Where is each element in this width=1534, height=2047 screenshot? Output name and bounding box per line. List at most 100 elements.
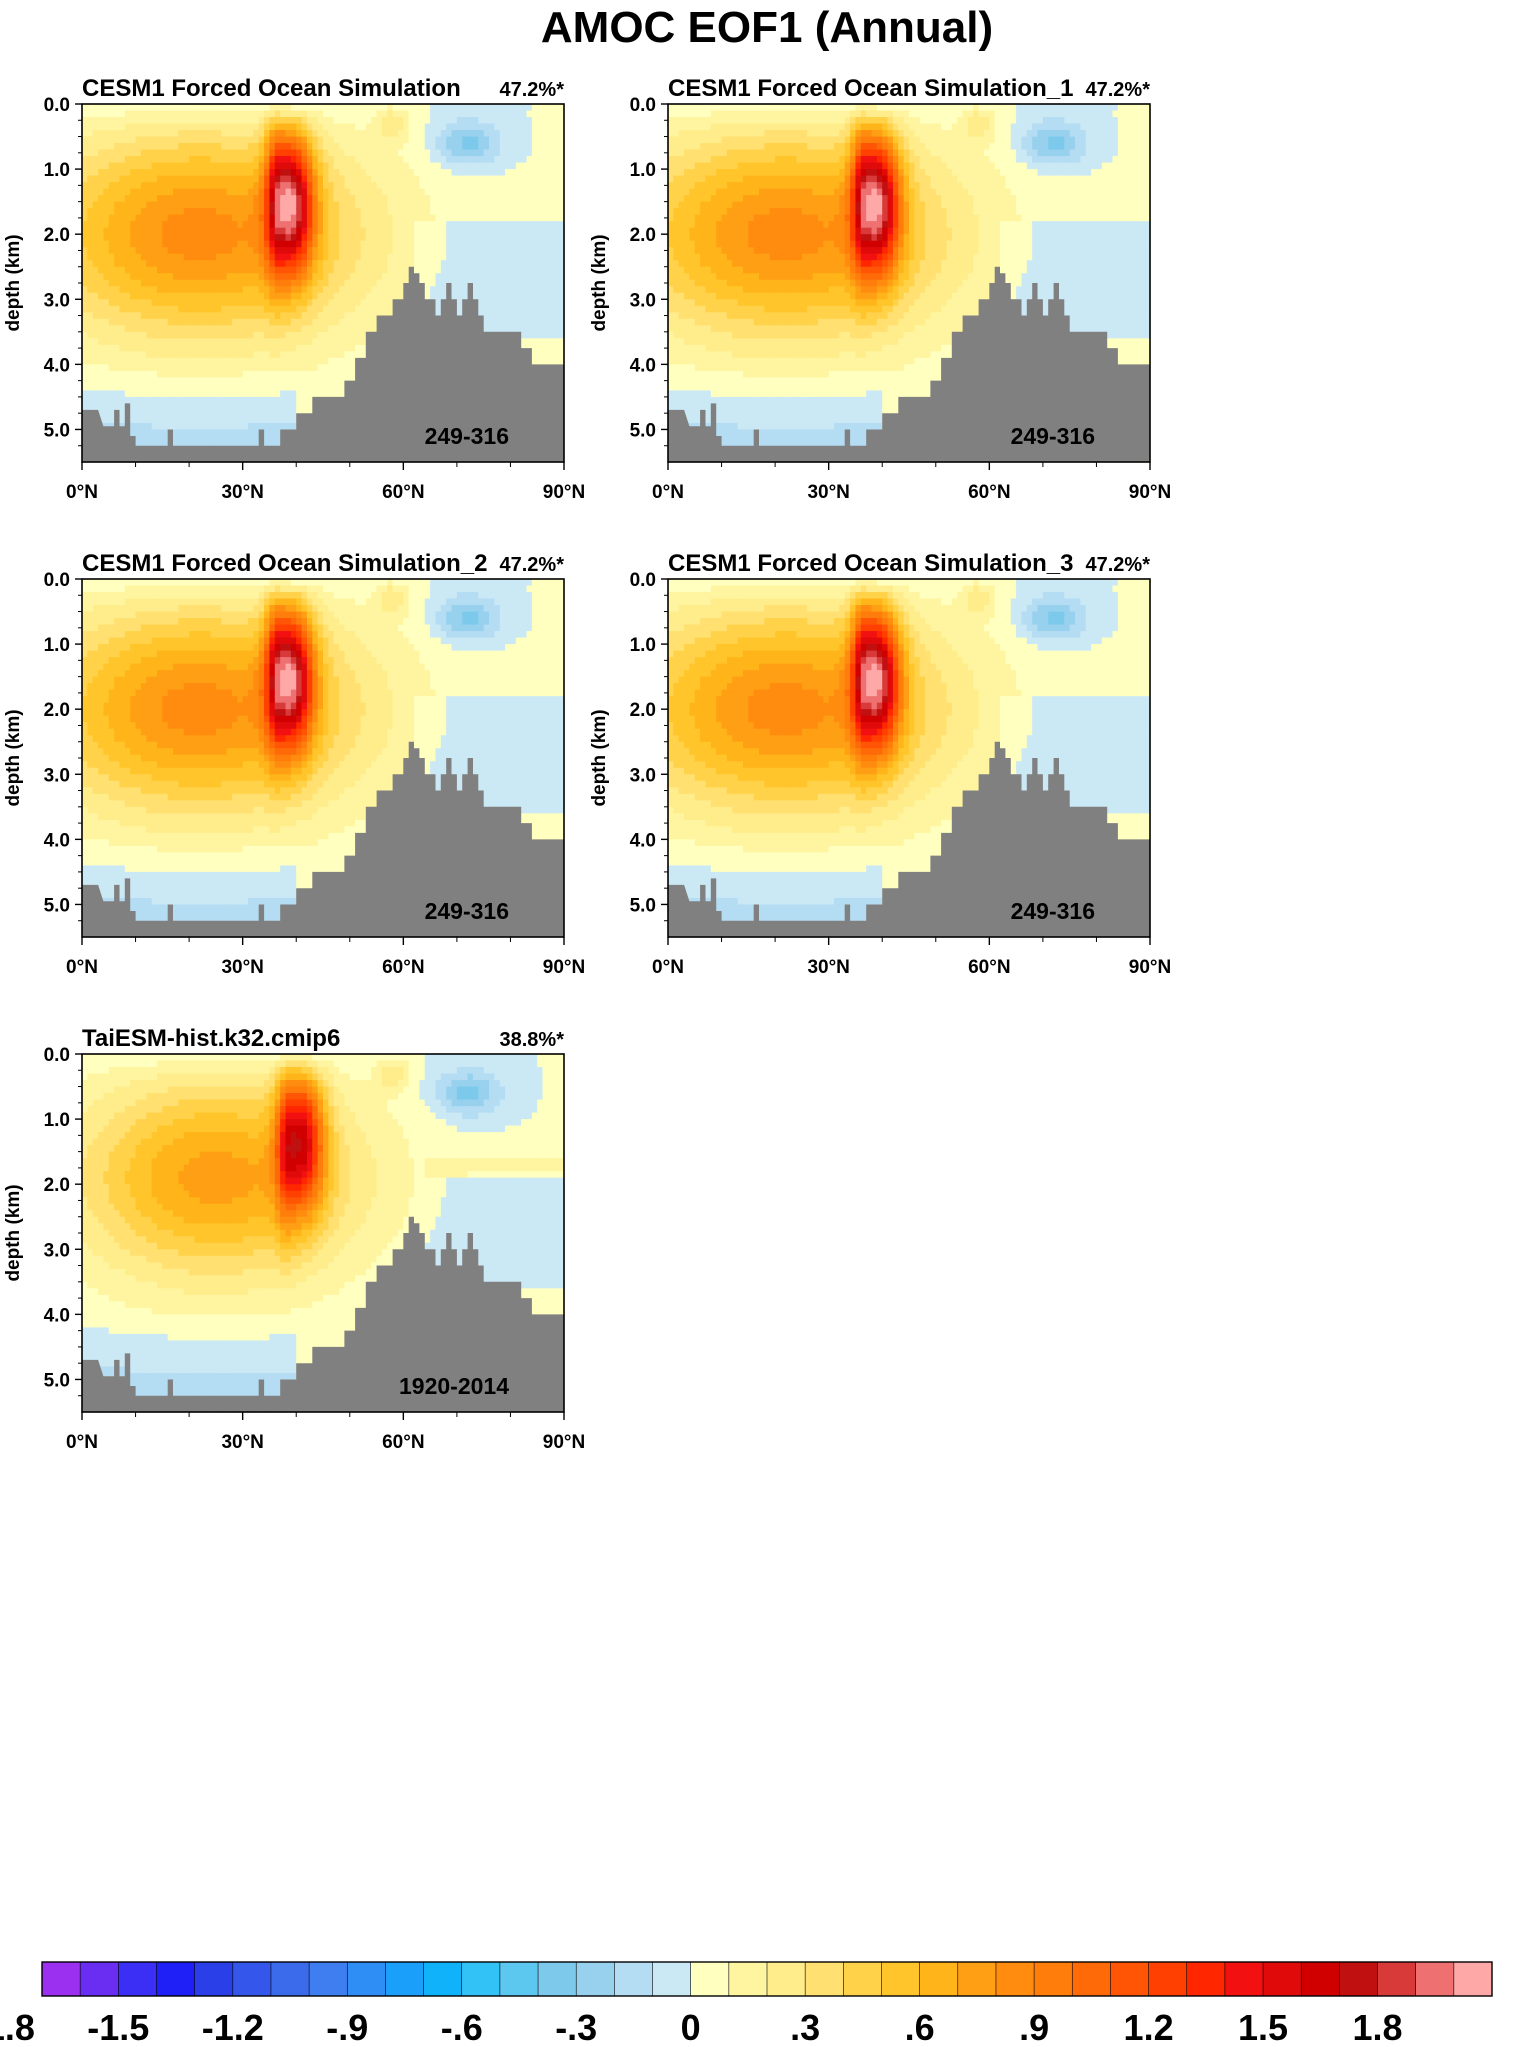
heatmap-cell — [221, 130, 227, 137]
heatmap-cell — [141, 215, 147, 222]
heatmap-cell — [221, 390, 227, 397]
heatmap-cell — [189, 156, 195, 163]
heatmap-cell — [286, 208, 292, 215]
heatmap-cell — [494, 195, 500, 202]
heatmap-cell — [339, 319, 345, 326]
heatmap-cell — [248, 351, 254, 358]
heatmap-cell — [478, 273, 484, 280]
heatmap-cell — [393, 286, 399, 293]
heatmap-cell — [248, 319, 254, 326]
heatmap-cell — [543, 338, 549, 345]
heatmap-cell — [494, 117, 500, 124]
heatmap-cell — [136, 436, 142, 443]
heatmap-cell — [237, 423, 243, 430]
heatmap-cell — [521, 176, 527, 183]
heatmap-cell — [103, 299, 109, 306]
heatmap-cell — [248, 429, 254, 436]
heatmap-cell — [227, 390, 233, 397]
heatmap-cell — [473, 195, 479, 202]
heatmap-cell — [103, 156, 109, 163]
heatmap-cell — [430, 111, 436, 118]
heatmap-cell — [435, 247, 441, 254]
heatmap-cell — [334, 228, 340, 235]
heatmap-cell — [398, 117, 404, 124]
heatmap-cell — [452, 111, 458, 118]
heatmap-cell — [360, 260, 366, 267]
heatmap-cell — [462, 117, 468, 124]
heatmap-cell — [323, 195, 329, 202]
heatmap-cell — [200, 176, 206, 183]
heatmap-cell — [200, 247, 206, 254]
heatmap-cell — [484, 319, 490, 326]
heatmap-cell — [360, 208, 366, 215]
heatmap-cell — [125, 397, 131, 404]
heatmap-cell — [221, 260, 227, 267]
heatmap-cell — [505, 182, 511, 189]
heatmap-cell — [205, 423, 211, 430]
heatmap-cell — [366, 215, 372, 222]
heatmap-cell — [553, 299, 559, 306]
heatmap-cell — [146, 358, 152, 365]
heatmap-cell — [82, 345, 88, 352]
heatmap-cell — [114, 403, 120, 410]
heatmap-cell — [505, 195, 511, 202]
heatmap-cell — [366, 104, 372, 111]
heatmap-cell — [473, 208, 479, 215]
heatmap-cell — [553, 345, 559, 352]
heatmap-cell — [430, 280, 436, 287]
heatmap-cell — [269, 377, 275, 384]
heatmap-cell — [307, 338, 313, 345]
heatmap-cell — [409, 189, 415, 196]
heatmap-cell — [366, 163, 372, 170]
heatmap-cell — [87, 241, 93, 248]
heatmap-cell — [194, 104, 200, 111]
heatmap-cell — [184, 169, 190, 176]
heatmap-cell — [152, 390, 158, 397]
heatmap-cell — [275, 234, 281, 241]
heatmap-cell — [194, 293, 200, 300]
heatmap-cell — [312, 280, 318, 287]
heatmap-cell — [478, 280, 484, 287]
heatmap-cell — [489, 104, 495, 111]
heatmap-cell — [435, 137, 441, 144]
heatmap-cell — [548, 137, 554, 144]
heatmap-cell — [382, 299, 388, 306]
heatmap-cell — [462, 130, 468, 137]
heatmap-cell — [178, 176, 184, 183]
heatmap-cell — [344, 202, 350, 209]
heatmap-cell — [377, 260, 383, 267]
heatmap-cell — [468, 163, 474, 170]
heatmap-cell — [152, 234, 158, 241]
heatmap-cell — [162, 410, 168, 417]
heatmap-cell — [87, 358, 93, 365]
heatmap-cell — [168, 397, 174, 404]
heatmap-cell — [232, 202, 238, 209]
heatmap-cell — [275, 397, 281, 404]
heatmap-cell — [119, 143, 125, 150]
heatmap-cell — [473, 124, 479, 131]
heatmap-cell — [393, 241, 399, 248]
heatmap-cell — [350, 208, 356, 215]
heatmap-cell — [302, 202, 308, 209]
heatmap-cell — [328, 117, 334, 124]
heatmap-cell — [275, 267, 281, 274]
heatmap-cell — [216, 280, 222, 287]
heatmap-cell — [527, 228, 533, 235]
heatmap-cell — [146, 338, 152, 345]
heatmap-cell — [146, 195, 152, 202]
heatmap-cell — [221, 137, 227, 144]
heatmap-cell — [264, 390, 270, 397]
heatmap-cell — [189, 390, 195, 397]
heatmap-cell — [93, 234, 99, 241]
heatmap-cell — [248, 299, 254, 306]
heatmap-cell — [532, 273, 538, 280]
heatmap-cell — [103, 189, 109, 196]
heatmap-cell — [216, 143, 222, 150]
heatmap-cell — [157, 195, 163, 202]
heatmap-cell — [532, 143, 538, 150]
heatmap-cell — [510, 228, 516, 235]
heatmap-cell — [548, 345, 554, 352]
heatmap-cell — [216, 260, 222, 267]
heatmap-cell — [462, 228, 468, 235]
heatmap-cell — [162, 117, 168, 124]
